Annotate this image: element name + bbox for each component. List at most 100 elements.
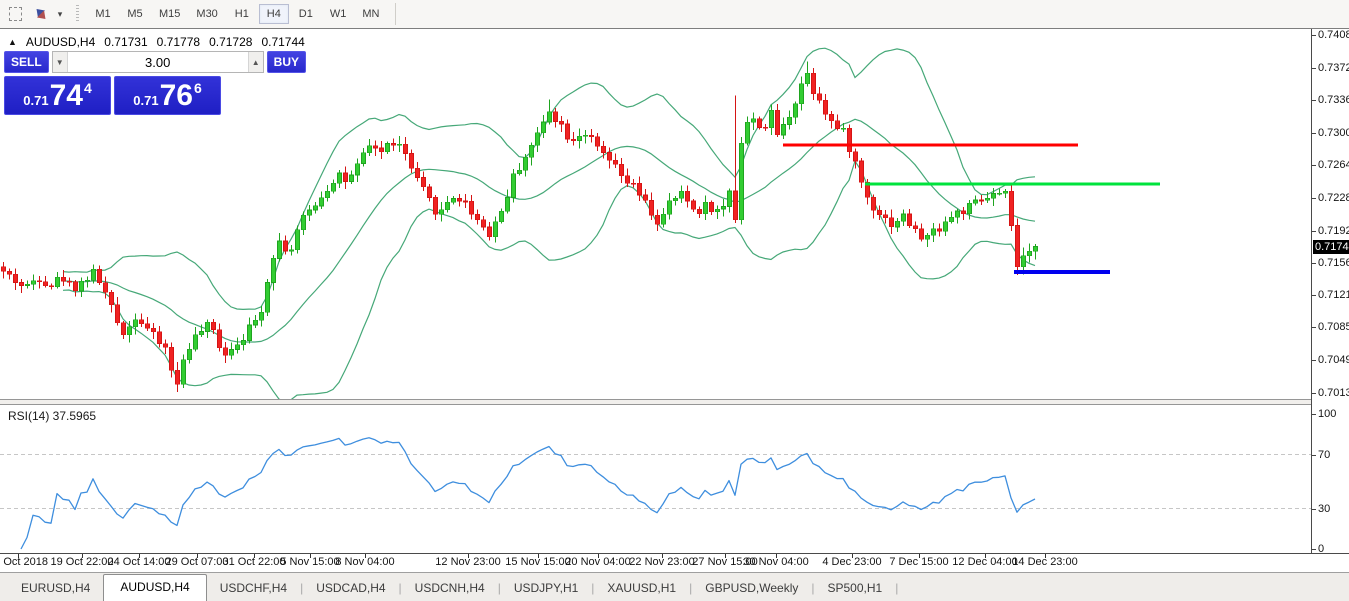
candle-body xyxy=(775,109,780,136)
candle-body xyxy=(961,210,966,214)
candle-body xyxy=(535,132,540,146)
timeframe-button-d1[interactable]: D1 xyxy=(291,4,321,24)
candle-body xyxy=(577,136,582,141)
candle-body xyxy=(457,198,462,202)
candle-body xyxy=(325,191,330,198)
sell-price-big: 74 xyxy=(49,79,83,112)
candle-body xyxy=(283,240,288,252)
timeframe-button-h1[interactable]: H1 xyxy=(227,4,257,24)
candle-body xyxy=(355,163,360,176)
chart-tab-audusd-h4[interactable]: AUDUSD,H4 xyxy=(103,574,207,601)
candle-body xyxy=(667,200,672,215)
ohlc-close: 0.71744 xyxy=(261,35,305,49)
candle-body xyxy=(199,331,204,335)
candle-body xyxy=(463,200,468,203)
ohlc-high: 0.71778 xyxy=(156,35,201,49)
timeframe-button-h4[interactable]: H4 xyxy=(258,4,289,24)
time-axis-tick xyxy=(662,554,663,558)
candle-body xyxy=(1,266,6,272)
candle-body xyxy=(103,282,108,293)
chart-tab-usdcad-h4[interactable]: USDCAD,H4 xyxy=(316,581,386,595)
candle-body xyxy=(55,277,60,287)
candle-body xyxy=(25,283,30,286)
chart-tab-gbpusd-weekly[interactable]: GBPUSD,Weekly xyxy=(705,581,799,595)
collapse-panel-icon[interactable]: ▲ xyxy=(8,37,17,47)
chart-tab-xauusd-h1[interactable]: XAUUSD,H1 xyxy=(607,581,677,595)
candle-body xyxy=(241,340,246,345)
candle-body xyxy=(967,203,972,214)
rsi-indicator-area[interactable] xyxy=(0,405,1311,553)
chart-tab-sp500-h1[interactable]: SP500,H1 xyxy=(827,581,883,595)
candle-body xyxy=(913,225,918,229)
candle-body xyxy=(565,123,570,140)
candle-body xyxy=(289,249,294,252)
candle-body xyxy=(547,111,552,123)
rsi-axis-label: 70 xyxy=(1318,448,1331,461)
timeframe-button-m1[interactable]: M1 xyxy=(88,4,118,24)
candle-body xyxy=(607,152,612,161)
candle-body xyxy=(517,169,522,174)
candle-body xyxy=(817,93,822,101)
candle-body xyxy=(661,214,666,225)
timeframe-button-m5[interactable]: M5 xyxy=(120,4,150,24)
candle-body xyxy=(943,221,948,232)
timeframe-button-m15[interactable]: M15 xyxy=(152,4,187,24)
candle-body xyxy=(85,280,90,282)
time-axis-label: 29 Oct 07:00 xyxy=(165,556,229,568)
volume-increase-button[interactable]: ▲ xyxy=(247,52,263,72)
rsi-axis-tick xyxy=(1312,414,1316,415)
volume-decrease-button[interactable]: ▼ xyxy=(52,52,68,72)
tab-separator: | xyxy=(497,581,501,595)
timeframe-toolbar: ▾ M1 M5 M15 M30 H1 H4 D1 W1 MN xyxy=(0,0,1349,29)
chart-title: ▲ AUDUSD,H4 0.71731 0.71778 0.71728 0.71… xyxy=(8,35,305,49)
candle-body xyxy=(217,329,222,348)
buy-button[interactable]: BUY xyxy=(266,51,307,73)
candle-body xyxy=(313,205,318,211)
candle-body xyxy=(331,183,336,192)
toolbar-grip[interactable] xyxy=(76,5,79,23)
candle-body xyxy=(1009,190,1014,226)
candle-body xyxy=(403,143,408,154)
chart-tab-usdchf-h4[interactable]: USDCHF,H4 xyxy=(219,581,288,595)
candle-body xyxy=(751,118,756,123)
chart-tab-usdcnh-h4[interactable]: USDCNH,H4 xyxy=(414,581,485,595)
tab-separator: | xyxy=(811,581,815,595)
panel-splitter[interactable] xyxy=(0,399,1311,405)
buy-price-button[interactable]: 0.71 76 6 xyxy=(114,76,221,115)
candle-body xyxy=(793,103,798,118)
candle-body xyxy=(799,83,804,105)
time-axis-label: 24 Oct 14:00 xyxy=(107,556,171,568)
candle-body xyxy=(721,206,726,210)
candle-body xyxy=(343,172,348,182)
candle-body xyxy=(133,319,138,327)
candle-body xyxy=(109,292,114,306)
price-axis-tick xyxy=(1312,230,1316,232)
chart-tab-eurusd-h4[interactable]: EURUSD,H4 xyxy=(21,581,91,595)
candle-body xyxy=(829,114,834,122)
timeframe-button-w1[interactable]: W1 xyxy=(323,4,354,24)
chart-tab-usdjpy-h1[interactable]: USDJPY,H1 xyxy=(513,581,579,595)
volume-input[interactable] xyxy=(67,52,248,72)
timeframe-button-m30[interactable]: M30 xyxy=(189,4,224,24)
candle-body xyxy=(91,269,96,281)
candle-body xyxy=(853,151,858,162)
selection-box-icon[interactable] xyxy=(4,3,26,25)
timeframe-button-mn[interactable]: MN xyxy=(355,4,386,24)
candle-body xyxy=(673,198,678,201)
buy-price-prefix: 0.71 xyxy=(133,93,159,108)
dropdown-caret-icon[interactable]: ▾ xyxy=(57,8,63,19)
candle-body xyxy=(223,347,228,356)
candle-body xyxy=(505,197,510,212)
candle-body xyxy=(739,142,744,220)
arrange-windows-icon[interactable] xyxy=(30,3,52,25)
sell-price-button[interactable]: 0.71 74 4 xyxy=(4,76,111,115)
time-axis-label: 4 Dec 23:00 xyxy=(822,556,882,568)
sell-button[interactable]: SELL xyxy=(4,51,49,73)
price-axis-tick xyxy=(1312,100,1316,102)
